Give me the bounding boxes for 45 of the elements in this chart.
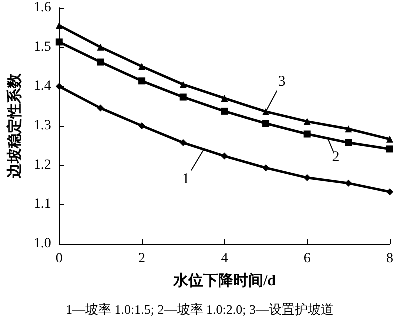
x-axis-title: 水位下降时间/d [172,272,277,290]
point [304,130,311,138]
point [138,63,146,70]
legend-label: 2 [332,150,340,166]
y-axis-title: 边坡稳定性系数 [6,72,24,180]
x-tick-label: 0 [56,252,63,266]
y-tick-label: 1.4 [34,79,52,94]
x-tick-label: 2 [138,252,146,266]
point [304,174,311,182]
point [221,152,228,160]
point [345,139,352,146]
y-tick-label: 1.0 [34,236,52,252]
point [180,139,187,146]
x-tick-label: 4 [221,252,228,266]
point [97,44,104,51]
point [386,188,394,196]
point [262,164,270,172]
point [345,126,352,133]
point [386,136,394,143]
point [138,78,146,85]
point [262,108,270,116]
point [56,83,63,90]
point [221,94,228,102]
point [56,22,63,30]
point [221,108,228,115]
y-tick-label: 1.3 [34,118,52,134]
y-tick-label: 1.5 [34,40,52,55]
y-tick-label: 1.6 [34,0,52,16]
x-tick-label: 8 [386,252,394,266]
legend-label: 1 [182,172,190,188]
x-tick-label: 6 [304,252,311,266]
point [180,94,187,101]
point [97,104,104,112]
y-tick-label: 1.2 [34,158,52,173]
point [262,120,270,128]
y-tick-label: 1.1 [34,197,52,212]
series-label: 3 [278,74,286,90]
point [97,58,104,66]
point [345,180,352,187]
point [138,122,146,130]
point [180,81,187,88]
point [304,118,311,126]
text: 1—坡率 1.0:1.5; 2—坡率 1.0:2.0; 3—设置护坡道 [66,302,334,317]
point [386,146,394,153]
point [56,38,63,46]
